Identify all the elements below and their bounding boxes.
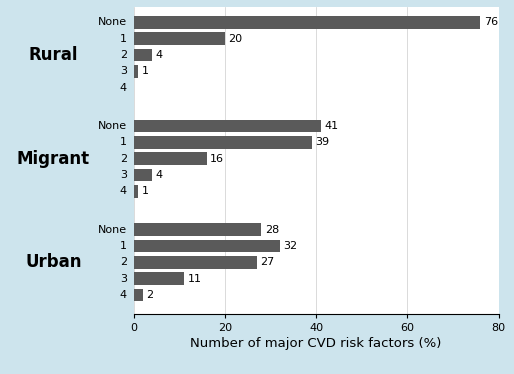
Text: 1: 1 [120,34,127,44]
Bar [134,240,280,252]
Text: 11: 11 [188,274,201,284]
Text: None: None [98,121,127,131]
Text: 3: 3 [120,274,127,284]
Text: 27: 27 [261,257,274,267]
Bar [134,185,138,198]
Text: 4: 4 [156,170,162,180]
Text: 32: 32 [283,241,298,251]
Text: 4: 4 [120,186,127,196]
Bar [134,152,207,165]
Text: Migrant: Migrant [17,150,90,168]
Text: None: None [98,224,127,234]
Bar [134,169,152,181]
Bar [134,223,261,236]
Text: 2: 2 [120,50,127,60]
Text: 76: 76 [484,17,498,27]
Bar [134,49,152,61]
Text: None: None [98,17,127,27]
Bar [134,136,311,148]
Bar [134,16,480,28]
X-axis label: Number of major CVD risk factors (%): Number of major CVD risk factors (%) [190,337,442,350]
Bar [134,272,184,285]
Text: 2: 2 [120,257,127,267]
Text: 2: 2 [146,290,154,300]
Text: 1: 1 [142,66,149,76]
Text: 1: 1 [120,137,127,147]
Bar [134,32,225,45]
Text: 16: 16 [210,154,224,164]
Bar [134,256,257,269]
Text: 3: 3 [120,170,127,180]
Text: Rural: Rural [29,46,78,64]
Text: Urban: Urban [25,253,82,271]
Text: 28: 28 [265,224,279,234]
Text: 4: 4 [156,50,162,60]
Bar [134,289,143,301]
Text: 20: 20 [229,34,243,44]
Text: 1: 1 [142,186,149,196]
Text: 2: 2 [120,154,127,164]
Text: 4: 4 [120,290,127,300]
Text: 41: 41 [324,121,338,131]
Text: 1: 1 [120,241,127,251]
Text: 3: 3 [120,66,127,76]
Bar [134,65,138,78]
Text: 4: 4 [120,83,127,93]
Text: 39: 39 [315,137,329,147]
Bar [134,120,321,132]
